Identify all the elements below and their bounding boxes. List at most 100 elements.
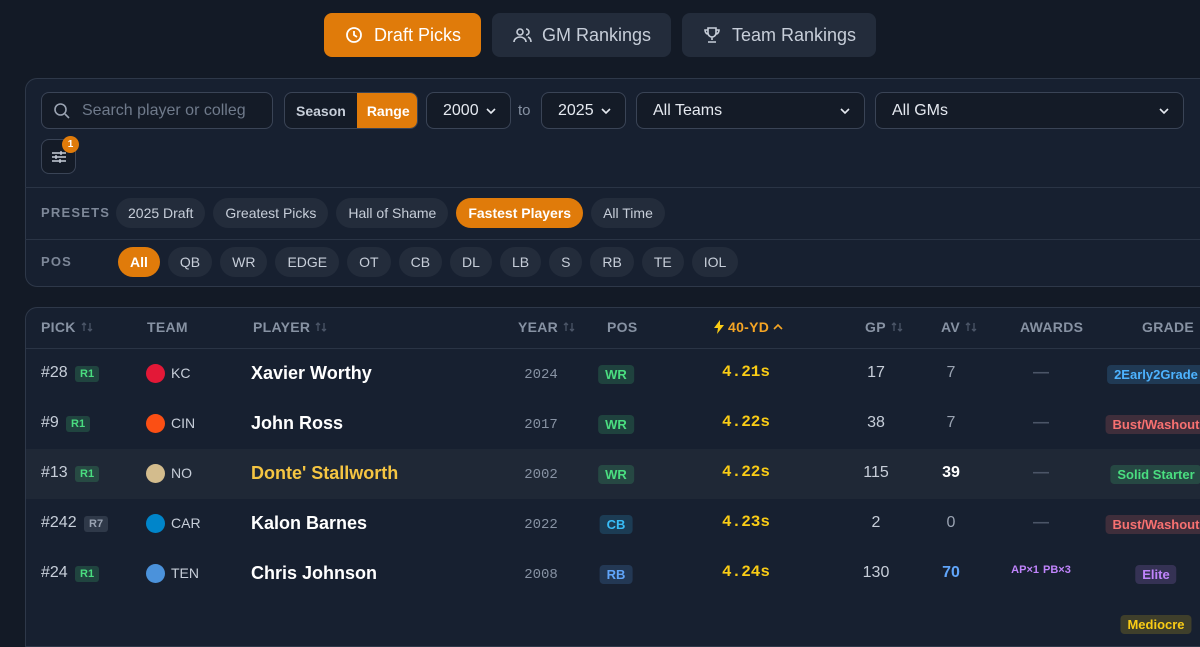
- year: 2017: [524, 417, 558, 433]
- approx-value: 7: [946, 364, 956, 381]
- preset-chip[interactable]: Greatest Picks: [213, 198, 329, 228]
- award: —: [1033, 514, 1049, 531]
- column-header[interactable]: GP: [865, 319, 904, 335]
- mode-button[interactable]: Range: [356, 93, 417, 128]
- sort-icon: [773, 322, 783, 332]
- year: 2008: [524, 567, 558, 583]
- tab[interactable]: GM Rankings: [491, 13, 671, 57]
- team-dot: [146, 564, 165, 583]
- pick: #24: [41, 564, 68, 581]
- pick: #242: [41, 514, 77, 531]
- year-to-select-value: 2025: [558, 101, 594, 119]
- preset-chip[interactable]: All Time: [591, 198, 665, 228]
- preset-chip[interactable]: 2025 Draft: [116, 198, 206, 228]
- games-played: 38: [867, 414, 885, 431]
- position-chip[interactable]: All: [118, 247, 160, 277]
- gm-select-value: All GMs: [892, 101, 948, 119]
- search-icon: [53, 102, 71, 125]
- pick: #13: [41, 464, 68, 481]
- tab-icon: [513, 28, 532, 43]
- search-box[interactable]: Search player or colleg: [41, 92, 273, 129]
- column-header: GRADE: [1142, 319, 1194, 335]
- team-select[interactable]: All Teams: [636, 92, 865, 129]
- search-glyph: [54, 103, 70, 119]
- position-chip[interactable]: OT: [347, 247, 391, 277]
- position-badge: WR: [598, 465, 634, 484]
- position-chip[interactable]: DL: [450, 247, 492, 277]
- forty-time: 4.21s: [721, 363, 771, 381]
- position-chip[interactable]: CB: [398, 247, 443, 277]
- award: —: [1033, 464, 1049, 481]
- forty-time: 4.23s: [721, 513, 771, 531]
- award: PB×3: [1043, 564, 1071, 576]
- to-label: to: [518, 102, 531, 119]
- games-played: 2: [871, 514, 881, 531]
- column-header[interactable]: AV: [941, 319, 978, 335]
- column-header[interactable]: YEAR: [518, 319, 576, 335]
- tab-label: Team Rankings: [732, 24, 857, 45]
- column-header: TEAM: [147, 319, 188, 335]
- gm-select[interactable]: All GMs: [875, 92, 1184, 129]
- tab-label: Draft Picks: [373, 24, 461, 45]
- preset-chip[interactable]: Fastest Players: [456, 198, 584, 228]
- preset-chip[interactable]: Hall of Shame: [336, 198, 449, 228]
- tab-icon: [702, 25, 722, 45]
- position-chip[interactable]: LB: [499, 247, 542, 277]
- grade-badge: Elite: [1135, 565, 1177, 584]
- pick: #9: [41, 414, 59, 431]
- column-header[interactable]: PICK: [41, 319, 94, 335]
- year-from-select[interactable]: 2000: [426, 92, 511, 129]
- grade-badge: Bust/Washout: [1105, 415, 1200, 434]
- position-badge: WR: [598, 365, 634, 384]
- approx-value: 7: [946, 414, 956, 431]
- position-chip[interactable]: EDGE: [275, 247, 340, 277]
- year: 2022: [524, 517, 558, 533]
- award: —: [1033, 364, 1049, 381]
- column-label: GP: [865, 319, 886, 335]
- column-label: 40-YD: [728, 319, 770, 335]
- row-label: POS: [41, 254, 73, 269]
- approx-value: 0: [946, 514, 956, 531]
- team: NO: [171, 465, 192, 481]
- player: Xavier Worthy: [251, 363, 372, 383]
- team: CIN: [171, 415, 196, 431]
- position-chip[interactable]: QB: [167, 247, 213, 277]
- round-badge: R1: [75, 366, 100, 382]
- grade-badge: Bust/Washout: [1105, 515, 1200, 534]
- team: KC: [171, 365, 191, 381]
- games-played: 17: [867, 364, 885, 381]
- tab[interactable]: Draft Picks: [323, 13, 481, 57]
- awards: —: [1033, 514, 1049, 532]
- approx-value: 70: [942, 564, 960, 581]
- year-to-select[interactable]: 2025: [541, 92, 626, 129]
- column-label: AWARDS: [1020, 319, 1084, 335]
- position-chip[interactable]: S: [549, 247, 583, 277]
- forty-time: 4.22s: [721, 463, 771, 481]
- column-label: YEAR: [518, 319, 559, 335]
- position-chip[interactable]: IOL: [691, 247, 739, 277]
- mode-button[interactable]: Season: [296, 102, 346, 119]
- team-dot: [146, 514, 165, 533]
- team-dot: [146, 464, 165, 483]
- sort-icon: [80, 321, 94, 333]
- position-badge: RB: [599, 565, 633, 584]
- tab[interactable]: Team Rankings: [682, 13, 877, 57]
- team-select-value: All Teams: [653, 101, 723, 119]
- grade-badge: Solid Starter: [1110, 465, 1200, 484]
- column-header[interactable]: PLAYER: [253, 319, 328, 335]
- sort-icon: [964, 321, 978, 333]
- forty-time: 4.24s: [721, 563, 771, 581]
- app: (() => { const data = JSON.parse(documen…: [25, 13, 1200, 647]
- forty-time: 4.22s: [721, 413, 771, 431]
- player: Donte' Stallworth: [251, 463, 399, 483]
- position-chip[interactable]: WR: [220, 247, 268, 277]
- team-dot: [146, 364, 165, 383]
- team-dot: [146, 414, 165, 433]
- column-header[interactable]: 40-YD: [714, 319, 783, 335]
- row-label: PRESETS: [41, 205, 111, 220]
- player: John Ross: [251, 413, 344, 433]
- position-chip[interactable]: RB: [590, 247, 634, 277]
- position-chip[interactable]: TE: [641, 247, 684, 277]
- awards: —: [1033, 414, 1049, 432]
- awards: —: [1033, 464, 1049, 482]
